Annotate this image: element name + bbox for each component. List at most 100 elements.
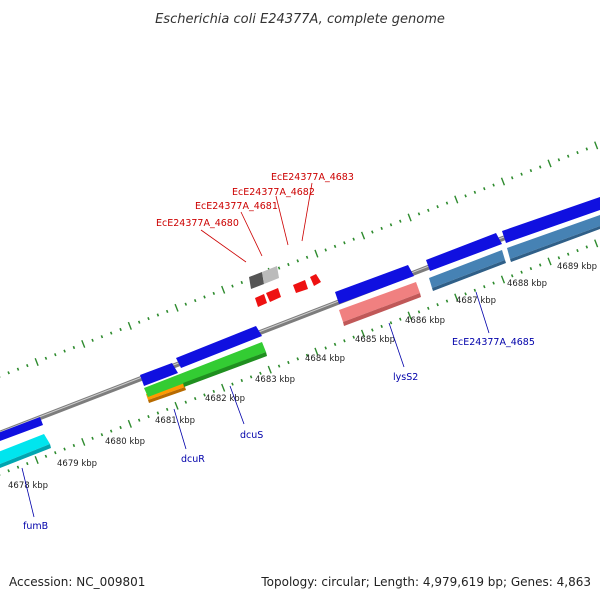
gene-bar[interactable] — [426, 233, 502, 271]
major-tick — [500, 177, 506, 186]
minor-tick — [100, 335, 104, 339]
major-tick — [360, 231, 366, 240]
major-tick — [314, 347, 319, 356]
minor-tick — [557, 256, 561, 260]
minor-tick — [566, 154, 570, 158]
minor-tick — [137, 418, 141, 422]
gene-bar[interactable] — [335, 265, 414, 304]
minor-tick — [389, 321, 393, 325]
gene-bar[interactable] — [140, 363, 178, 386]
minor-tick — [109, 331, 113, 335]
major-tick — [407, 213, 412, 222]
minor-tick — [44, 356, 48, 360]
major-tick — [500, 275, 506, 284]
minor-tick — [193, 397, 197, 401]
minor-tick — [287, 360, 290, 365]
scale-label: 4685 kbp — [355, 335, 395, 345]
minor-tick — [529, 169, 533, 173]
minor-tick — [212, 291, 216, 295]
major-tick — [547, 257, 552, 266]
minor-tick — [156, 411, 160, 415]
major-tick — [127, 419, 132, 428]
minor-tick — [26, 364, 29, 368]
minor-tick — [399, 317, 402, 321]
gene-EcE24377A_4681[interactable] — [262, 266, 279, 284]
dcuR-gene-shade — [148, 387, 186, 403]
fumB-gene-shade — [0, 444, 51, 468]
minor-tick — [72, 345, 76, 350]
minor-tick — [184, 400, 188, 404]
lysS2-gene[interactable] — [339, 282, 420, 322]
major-tick — [547, 159, 552, 168]
lower-leader-lines — [21, 291, 490, 518]
minor-tick — [305, 255, 309, 259]
gene-EcE24377A_4683-a[interactable] — [293, 280, 308, 293]
gene-EcE24377A_4683-b[interactable] — [310, 274, 321, 286]
gene-bar[interactable] — [502, 197, 600, 243]
major-tick — [34, 357, 39, 366]
minor-tick — [16, 367, 20, 371]
scale-label: 4684 kbp — [305, 354, 345, 364]
gene-bar[interactable] — [0, 417, 43, 441]
EcE24377A_4685-gene[interactable] — [429, 250, 505, 288]
small-gene-cluster — [249, 266, 321, 307]
minor-tick — [165, 407, 169, 411]
EcE24377A_4686-gene-shade — [510, 226, 600, 262]
major-tick — [34, 455, 39, 464]
minor-tick — [287, 262, 290, 267]
lower-dotted-track — [0, 239, 599, 476]
minor-tick — [249, 375, 253, 379]
map-title: Escherichia coli E24377A, complete genom… — [155, 12, 445, 27]
scale-label: 4683 kbp — [255, 375, 295, 385]
minor-tick — [63, 349, 66, 353]
feature-label-dcuR[interactable]: dcuR — [181, 454, 205, 465]
minor-tick — [277, 364, 281, 368]
minor-tick — [109, 429, 113, 433]
dcuS-gene[interactable] — [144, 342, 266, 397]
gene-bar[interactable] — [176, 326, 262, 368]
minor-tick — [91, 338, 94, 342]
minor-tick — [492, 183, 495, 187]
minor-tick — [399, 219, 402, 223]
minor-tick — [464, 194, 467, 198]
upper-feature-labels: EcE24377A_4680 EcE24377A_4681 EcE24377A_… — [156, 172, 354, 229]
minor-tick — [305, 353, 309, 357]
feature-label-dcuS[interactable]: dcuS — [240, 430, 263, 441]
minor-tick — [343, 339, 346, 343]
minor-tick — [277, 266, 281, 270]
minor-tick — [324, 248, 327, 252]
minor-tick — [212, 389, 216, 393]
feature-label-lysS2[interactable]: lysS2 — [393, 372, 418, 383]
gene-EcE24377A_4680[interactable] — [249, 272, 264, 289]
major-tick — [594, 141, 599, 150]
feature-label-EcE24377A_4685[interactable]: EcE24377A_4685 — [452, 337, 535, 348]
gene-EcE24377A_4682-a[interactable] — [255, 294, 267, 307]
minor-tick — [26, 462, 29, 466]
gene-EcE24377A_4682-b[interactable] — [266, 288, 281, 302]
minor-tick — [193, 299, 197, 303]
feature-label-EcE24377A_4680[interactable]: EcE24377A_4680 — [156, 218, 239, 229]
minor-tick — [72, 443, 76, 448]
genome-stats-text: Topology: circular; Length: 4,979,619 bp… — [260, 575, 591, 589]
major-tick — [221, 383, 226, 392]
feature-label-EcE24377A_4681[interactable]: EcE24377A_4681 — [195, 201, 278, 212]
scale-label: 4686 kbp — [405, 316, 445, 326]
forward-gene-track — [0, 197, 600, 441]
minor-tick — [436, 303, 439, 307]
EcE24377A_4685-gene-shade — [432, 260, 506, 291]
EcE24377A_4686-gene[interactable] — [507, 215, 600, 259]
minor-tick — [492, 281, 495, 285]
minor-tick — [538, 165, 542, 169]
major-tick — [81, 437, 86, 446]
feature-gene-track — [0, 215, 600, 468]
minor-tick — [576, 151, 579, 155]
minor-tick — [427, 208, 430, 212]
feature-label-fumB[interactable]: fumB — [23, 521, 48, 532]
minor-tick — [445, 299, 449, 303]
minor-tick — [165, 309, 169, 313]
feature-label-EcE24377A_4683[interactable]: EcE24377A_4683 — [271, 172, 354, 183]
fumB-gene[interactable] — [0, 434, 50, 464]
minor-tick — [529, 267, 533, 271]
feature-label-EcE24377A_4682[interactable]: EcE24377A_4682 — [232, 187, 315, 198]
